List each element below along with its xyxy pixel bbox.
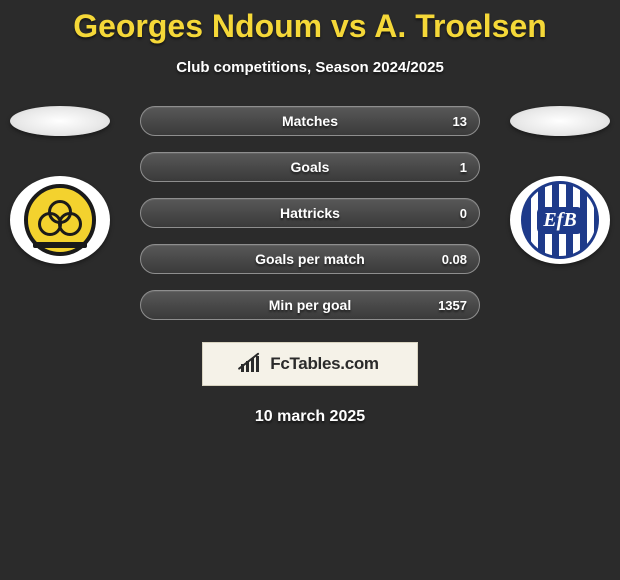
page-subtitle: Club competitions, Season 2024/2025 (0, 59, 620, 76)
watermark-text: FcTables.com (270, 354, 379, 374)
player-photo-placeholder-right (510, 106, 610, 136)
stat-row-goals: Goals 1 (140, 152, 480, 182)
ac-horsens-rings-icon (38, 200, 82, 240)
footer-date: 10 march 2025 (0, 408, 620, 426)
page-title: Georges Ndoum vs A. Troelsen (0, 0, 620, 45)
ac-horsens-badge-inner (24, 184, 96, 256)
stat-label: Hattricks (280, 205, 340, 221)
player-right-column: EfB (510, 106, 610, 264)
bar-chart-icon (241, 356, 264, 372)
stat-label: Min per goal (269, 297, 351, 313)
stat-label: Goals (291, 159, 330, 175)
stat-row-hattricks: Hattricks 0 (140, 198, 480, 228)
fctables-watermark: FcTables.com (202, 342, 418, 386)
stat-value-right: 0 (460, 206, 467, 221)
esbjerg-fb-badge: EfB (510, 176, 610, 264)
stat-value-right: 1 (460, 160, 467, 175)
stat-value-right: 0.08 (442, 252, 467, 267)
esbjerg-fb-badge-inner: EfB (521, 181, 599, 259)
stat-label: Goals per match (255, 251, 365, 267)
stat-row-min-per-goal: Min per goal 1357 (140, 290, 480, 320)
player-photo-placeholder-left (10, 106, 110, 136)
stats-column: Matches 13 Goals 1 Hattricks 0 Goals per… (140, 106, 480, 320)
efb-badge-text: EfB (537, 207, 582, 234)
player-left-column (10, 106, 110, 264)
stat-row-goals-per-match: Goals per match 0.08 (140, 244, 480, 274)
stat-row-matches: Matches 13 (140, 106, 480, 136)
ac-horsens-badge (10, 176, 110, 264)
stat-value-right: 1357 (438, 298, 467, 313)
stat-value-right: 13 (453, 114, 467, 129)
comparison-content: EfB Matches 13 Goals 1 Hattricks 0 Goals… (0, 106, 620, 320)
stat-label: Matches (282, 113, 338, 129)
